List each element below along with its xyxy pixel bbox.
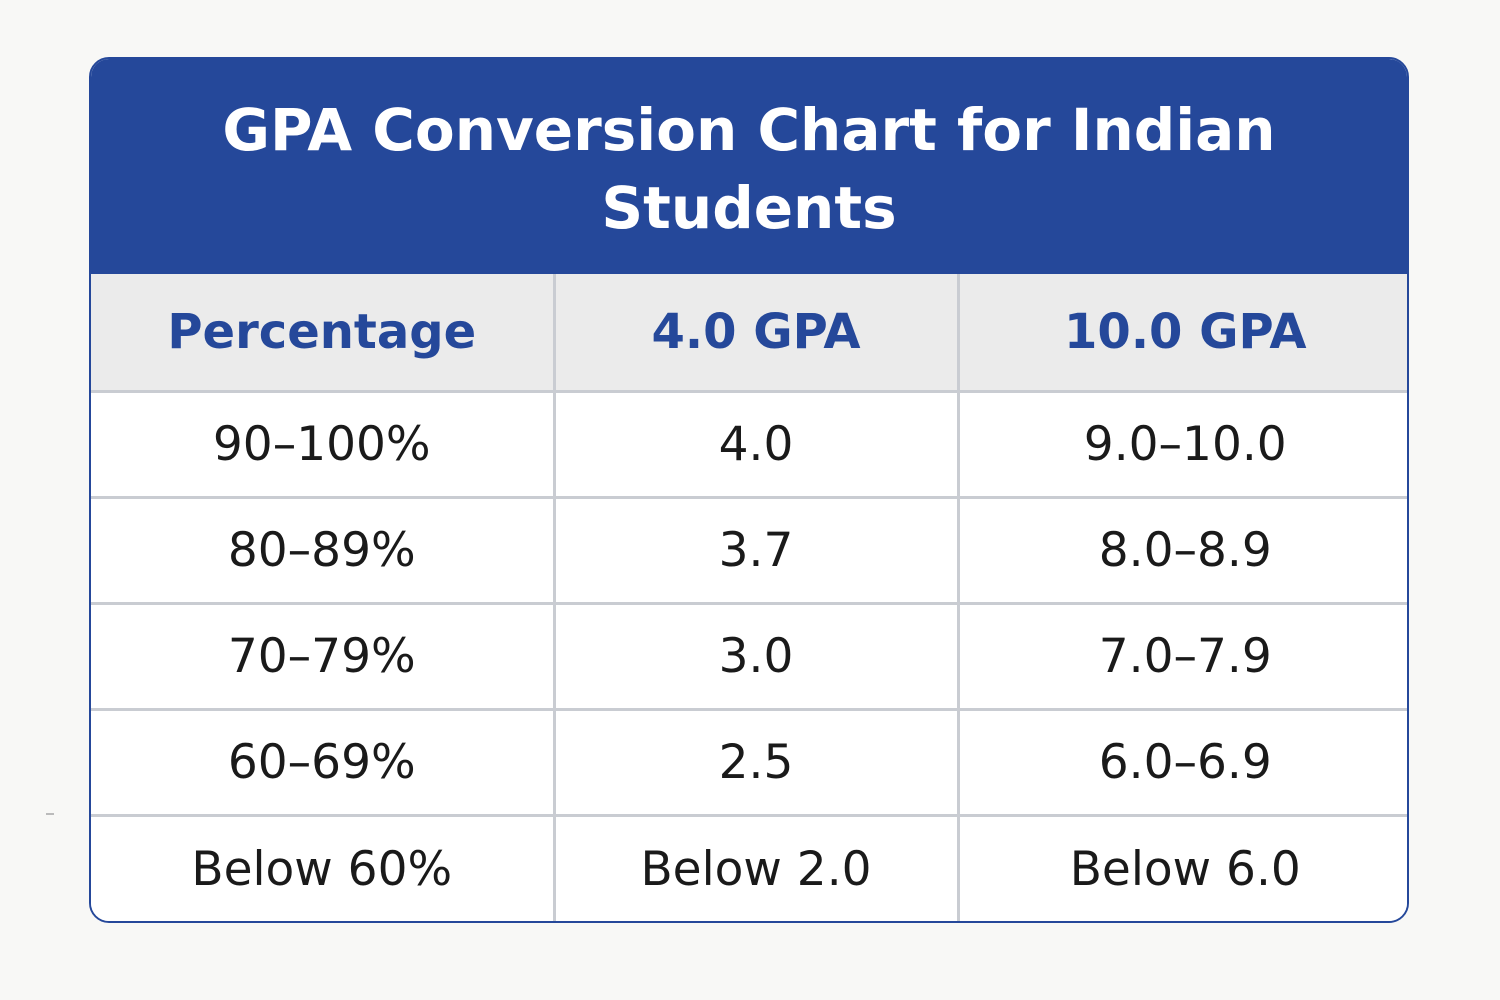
column-header-4-gpa: 4.0 GPA bbox=[552, 274, 960, 393]
gpa-conversion-table: Percentage 4.0 GPA 10.0 GPA 90–100% 4.0 … bbox=[91, 274, 1407, 921]
table-header-row: Percentage 4.0 GPA 10.0 GPA bbox=[91, 274, 1407, 393]
cell-10-gpa: 6.0–6.9 bbox=[956, 707, 1407, 817]
table-row: 60–69% 2.5 6.0–6.9 bbox=[91, 707, 1407, 817]
cell-10-gpa: Below 6.0 bbox=[956, 813, 1407, 921]
column-header-percentage: Percentage bbox=[91, 274, 556, 393]
cell-4-gpa: Below 2.0 bbox=[552, 813, 960, 921]
cell-percentage: Below 60% bbox=[91, 813, 556, 921]
column-header-10-gpa: 10.0 GPA bbox=[956, 274, 1407, 393]
cell-4-gpa: 3.7 bbox=[552, 495, 960, 605]
cell-4-gpa: 2.5 bbox=[552, 707, 960, 817]
cell-10-gpa: 8.0–8.9 bbox=[956, 495, 1407, 605]
title-bar: GPA Conversion Chart for Indian Students bbox=[91, 59, 1407, 274]
stray-tick-mark bbox=[46, 813, 54, 815]
cell-percentage: 90–100% bbox=[91, 389, 556, 499]
cell-4-gpa: 4.0 bbox=[552, 389, 960, 499]
table-row: 90–100% 4.0 9.0–10.0 bbox=[91, 389, 1407, 499]
cell-percentage: 80–89% bbox=[91, 495, 556, 605]
chart-title: GPA Conversion Chart for Indian Students bbox=[222, 95, 1276, 242]
table-row: 70–79% 3.0 7.0–7.9 bbox=[91, 601, 1407, 711]
cell-percentage: 60–69% bbox=[91, 707, 556, 817]
cell-percentage: 70–79% bbox=[91, 601, 556, 711]
table-row: Below 60% Below 2.0 Below 6.0 bbox=[91, 813, 1407, 921]
gpa-conversion-card: GPA Conversion Chart for Indian Students… bbox=[89, 57, 1409, 923]
cell-10-gpa: 7.0–7.9 bbox=[956, 601, 1407, 711]
cell-4-gpa: 3.0 bbox=[552, 601, 960, 711]
cell-10-gpa: 9.0–10.0 bbox=[956, 389, 1407, 499]
table-row: 80–89% 3.7 8.0–8.9 bbox=[91, 495, 1407, 605]
